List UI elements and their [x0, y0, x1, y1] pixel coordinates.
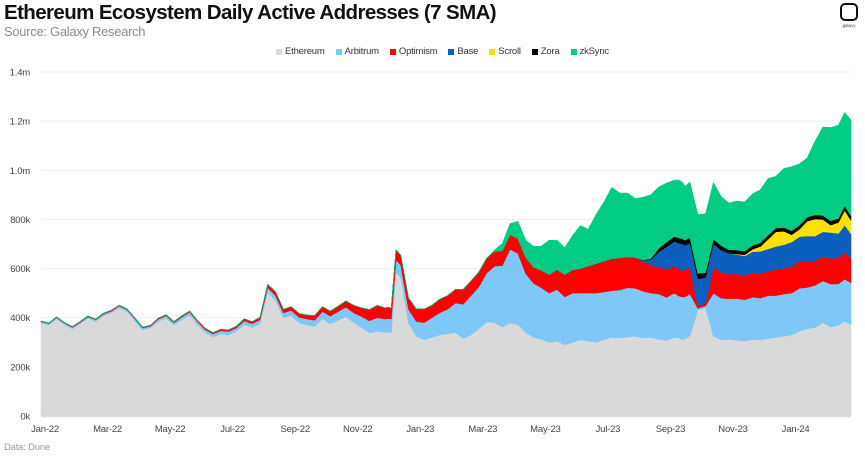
- x-tick-label: May-22: [155, 424, 185, 435]
- legend-label: Base: [457, 46, 479, 57]
- legend-label: Scroll: [498, 46, 521, 57]
- legend-item-optimism: Optimism: [389, 46, 438, 57]
- legend-label: zkSync: [579, 46, 610, 57]
- legend-label: Optimism: [398, 46, 438, 57]
- legend-label: Arbitrum: [344, 46, 379, 57]
- legend-item-zksync: zkSync: [570, 46, 610, 57]
- galaxy-logo: galaxy: [838, 3, 860, 33]
- x-tick-label: Jul-23: [596, 424, 621, 435]
- legend-swatch: [335, 48, 342, 55]
- x-tick-label: Sep-23: [656, 424, 685, 435]
- legend-item-zora: Zora: [531, 46, 560, 57]
- chart-subtitle: Source: Galaxy Research: [4, 24, 146, 39]
- x-tick-label: Mar-22: [93, 424, 122, 435]
- legend-item-scroll: Scroll: [489, 46, 521, 57]
- y-tick-label: 400k: [10, 313, 30, 324]
- chart-title: Ethereum Ecosystem Daily Active Addresse…: [4, 1, 497, 24]
- legend-label: Zora: [540, 46, 560, 57]
- x-tick-label: Jan-22: [31, 424, 59, 435]
- x-tick-label: Jul-22: [220, 424, 245, 435]
- galaxy-logo-text: galaxy: [842, 23, 856, 28]
- x-tick-label: Jan-24: [782, 424, 810, 435]
- legend-label: Ethereum: [285, 46, 325, 57]
- galaxy-logo-icon: [840, 3, 858, 21]
- chart-legend: Ethereum Arbitrum Optimism Base Scroll Zora zk…: [0, 46, 865, 57]
- y-tick-label: 1.2m: [10, 117, 31, 128]
- y-tick-label: 1.0m: [10, 166, 31, 177]
- x-tick-label: May-23: [530, 424, 560, 435]
- y-tick-label: 0k: [20, 412, 30, 423]
- legend-item-ethereum: Ethereum: [276, 46, 325, 57]
- x-tick-label: Nov-22: [343, 424, 372, 435]
- legend-swatch: [389, 48, 396, 55]
- x-tick-labels: Jan-22 Mar-22 May-22 Jul-22 Sep-22 Nov-22 Jan-…: [31, 424, 810, 435]
- x-tick-label: Mar-23: [468, 424, 497, 435]
- y-tick-label: 200k: [10, 362, 30, 373]
- y-tick-labels: 0k 200k 400k 600k 800k 1.0m 1.2m 1.4m: [10, 68, 31, 423]
- stacked-areas: [40, 112, 852, 417]
- x-tick-label: Nov-23: [718, 424, 747, 435]
- y-tick-label: 800k: [10, 215, 30, 226]
- data-source-note: Data: Dune: [4, 442, 51, 453]
- area-zksync: [40, 112, 852, 333]
- y-tick-label: 1.4m: [10, 68, 31, 79]
- y-tick-label: 600k: [10, 264, 30, 275]
- legend-swatch: [448, 48, 455, 55]
- legend-swatch: [489, 48, 496, 55]
- x-tick-label: Sep-22: [280, 424, 309, 435]
- legend-swatch: [276, 48, 282, 55]
- legend-item-base: Base: [448, 46, 478, 57]
- legend-item-arbitrum: Arbitrum: [335, 46, 379, 57]
- legend-swatch: [570, 48, 577, 55]
- x-tick-label: Jan-23: [406, 424, 434, 435]
- legend-swatch: [531, 48, 538, 55]
